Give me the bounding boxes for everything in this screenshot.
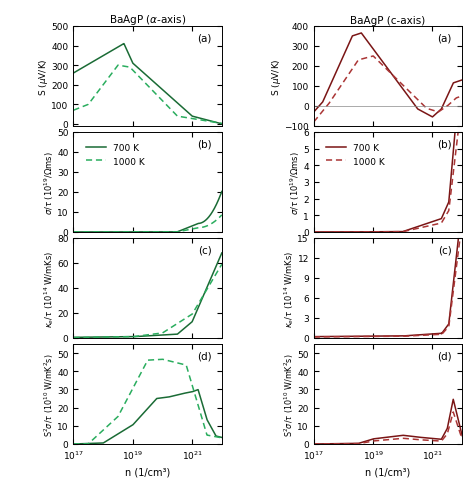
Y-axis label: S$^2\sigma/\tau$ (10$^{10}$ W/mK$^2$s): S$^2\sigma/\tau$ (10$^{10}$ W/mK$^2$s) <box>42 352 56 436</box>
Legend: 700 K, 1000 K: 700 K, 1000 K <box>323 140 389 170</box>
Y-axis label: $\kappa_e/\tau$ (10$^{14}$ W/mKs): $\kappa_e/\tau$ (10$^{14}$ W/mKs) <box>42 250 56 327</box>
Y-axis label: S$^2\sigma/\tau$ (10$^{10}$ W/mK$^2$s): S$^2\sigma/\tau$ (10$^{10}$ W/mK$^2$s) <box>283 352 296 436</box>
Y-axis label: $\sigma/\tau$ (10$^{19}$/$\Omega$ms): $\sigma/\tau$ (10$^{19}$/$\Omega$ms) <box>42 151 56 214</box>
Y-axis label: S ($\mu$V/K): S ($\mu$V/K) <box>37 58 50 96</box>
Text: (d): (d) <box>197 351 211 361</box>
X-axis label: n (1/cm³): n (1/cm³) <box>125 467 170 477</box>
Title: BaAgP (c-axis): BaAgP (c-axis) <box>350 16 426 26</box>
Text: (b): (b) <box>197 140 211 150</box>
Text: (d): (d) <box>437 351 452 361</box>
Y-axis label: $\kappa_e/\tau$ (10$^{14}$ W/mKs): $\kappa_e/\tau$ (10$^{14}$ W/mKs) <box>282 250 296 327</box>
Text: (a): (a) <box>197 34 211 44</box>
Y-axis label: $\sigma/\tau$ (10$^{19}$/$\Omega$ms): $\sigma/\tau$ (10$^{19}$/$\Omega$ms) <box>288 151 302 214</box>
Text: (c): (c) <box>198 245 211 255</box>
Text: (c): (c) <box>438 245 452 255</box>
Text: (b): (b) <box>437 140 452 150</box>
Y-axis label: S ($\mu$V/K): S ($\mu$V/K) <box>270 58 283 96</box>
Title: BaAgP ($\alpha$-axis): BaAgP ($\alpha$-axis) <box>109 13 186 27</box>
Text: (a): (a) <box>438 34 452 44</box>
X-axis label: n (1/cm³): n (1/cm³) <box>365 467 410 477</box>
Legend: 700 K, 1000 K: 700 K, 1000 K <box>82 140 148 170</box>
